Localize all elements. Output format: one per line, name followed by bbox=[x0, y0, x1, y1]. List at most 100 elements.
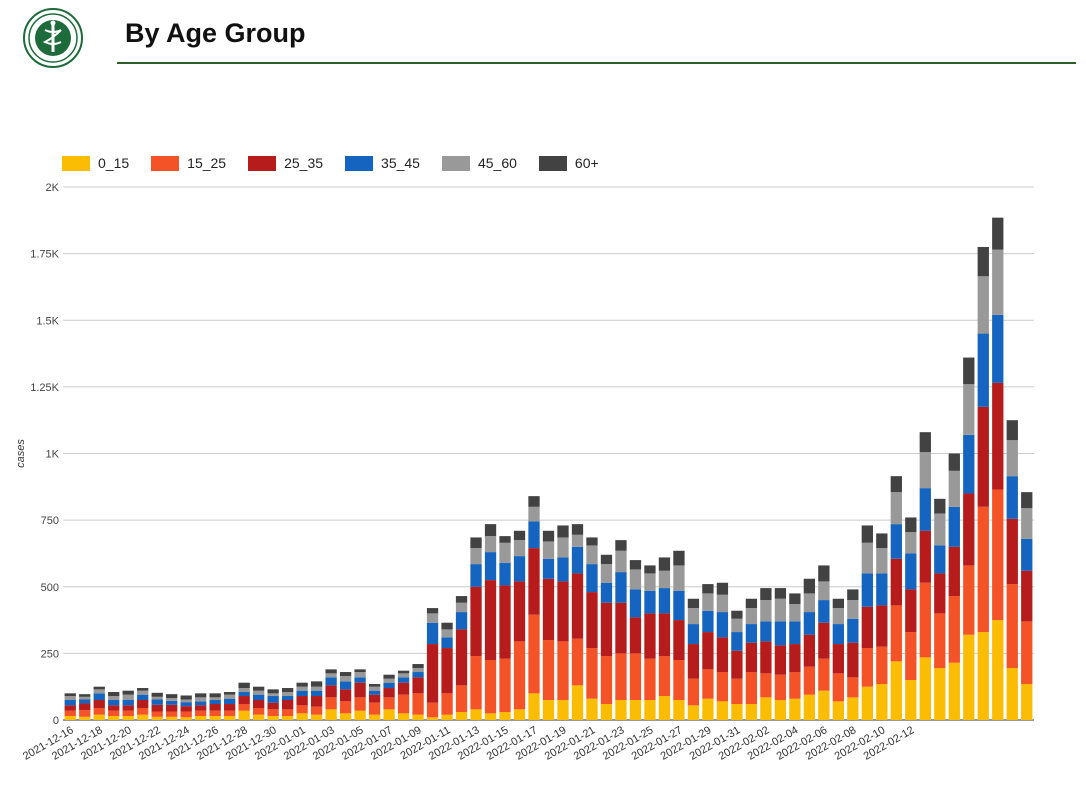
bar-segment bbox=[108, 710, 120, 717]
bar-segment bbox=[528, 614, 540, 694]
bar-segment bbox=[818, 690, 830, 720]
bar-segment bbox=[963, 434, 975, 494]
bar-segment bbox=[499, 712, 511, 720]
bar-segment bbox=[832, 673, 845, 702]
bar-segment bbox=[629, 560, 642, 570]
bar-segment bbox=[368, 702, 381, 715]
bar-segment bbox=[992, 382, 1004, 490]
bar-segment bbox=[963, 565, 975, 635]
bar-segment bbox=[1006, 420, 1018, 441]
bar-segment bbox=[861, 686, 873, 720]
bar-segment bbox=[93, 689, 105, 694]
title-divider bbox=[117, 62, 1076, 64]
bar-segment bbox=[644, 565, 656, 574]
bar-segment bbox=[108, 696, 120, 701]
y-tick-label: 2K bbox=[46, 182, 60, 194]
bar-segment bbox=[397, 694, 410, 714]
bar-segment bbox=[224, 692, 236, 695]
bar-segment bbox=[499, 562, 511, 586]
bar-segment bbox=[963, 357, 975, 385]
bar-segment bbox=[209, 710, 221, 717]
bar-segment bbox=[760, 588, 772, 601]
bar-segment bbox=[861, 525, 873, 543]
bar-segment bbox=[644, 573, 656, 591]
bar-segment bbox=[658, 557, 671, 571]
bar-segment bbox=[224, 710, 236, 717]
bar-segment bbox=[64, 696, 76, 701]
bar-segment bbox=[571, 638, 584, 686]
bar-segment bbox=[760, 600, 772, 622]
legend-item: 45_60 bbox=[441, 155, 517, 171]
bar-segment bbox=[528, 496, 540, 507]
bar-segment bbox=[79, 696, 91, 700]
bar-segment bbox=[687, 678, 700, 706]
bar-segment bbox=[847, 697, 859, 720]
bar-segment bbox=[151, 696, 163, 700]
bar-segment bbox=[731, 650, 743, 679]
bar-segment bbox=[760, 697, 772, 720]
bar-segment bbox=[137, 708, 149, 715]
bar-segment bbox=[470, 586, 482, 657]
bar-segment bbox=[455, 596, 468, 603]
bar-segment bbox=[803, 694, 816, 720]
bar-segment bbox=[876, 684, 888, 720]
bar-segment bbox=[499, 585, 511, 659]
bar-segment bbox=[484, 536, 497, 553]
bar-segment bbox=[702, 610, 714, 633]
bar-segment bbox=[992, 620, 1004, 720]
bar-segment bbox=[470, 656, 482, 710]
bar-segment bbox=[122, 694, 134, 701]
bar-segment bbox=[586, 545, 598, 565]
legend-label: 60+ bbox=[574, 155, 599, 171]
bar-segment bbox=[977, 246, 989, 277]
bar-segment bbox=[1021, 538, 1033, 571]
bar-segment bbox=[224, 704, 236, 711]
bar-segment bbox=[354, 710, 366, 720]
bar-segment bbox=[296, 682, 308, 687]
bar-segment bbox=[644, 590, 656, 614]
bar-segment bbox=[296, 713, 308, 720]
bar-segment bbox=[339, 676, 352, 682]
bar-segment bbox=[166, 700, 178, 705]
bar-segment bbox=[542, 541, 555, 559]
bar-segment bbox=[905, 680, 917, 720]
bar-segment bbox=[209, 704, 221, 711]
bar-segment bbox=[441, 629, 453, 638]
bar-segment bbox=[948, 546, 960, 597]
bar-segment bbox=[948, 506, 960, 547]
bar-segment bbox=[629, 589, 642, 618]
bar-segment bbox=[267, 716, 279, 720]
bar-segment bbox=[905, 589, 917, 633]
bar-segment bbox=[557, 525, 569, 538]
bar-segment bbox=[281, 688, 294, 693]
bar-segment bbox=[731, 678, 743, 705]
bar-segment bbox=[571, 534, 584, 547]
y-tick-label: 1K bbox=[46, 449, 60, 461]
bar-segment bbox=[992, 249, 1004, 315]
bar-segment bbox=[774, 645, 787, 675]
bar-segment bbox=[339, 672, 352, 677]
bar-segment bbox=[702, 698, 714, 720]
y-tick-label: 0 bbox=[53, 715, 59, 727]
legend-item: 35_45 bbox=[345, 155, 420, 171]
bar-segment bbox=[716, 672, 729, 702]
bar-segment bbox=[600, 704, 613, 720]
bar-segment bbox=[281, 709, 294, 717]
bar-segment bbox=[79, 694, 91, 697]
bar-segment bbox=[412, 677, 424, 694]
bar-segment bbox=[238, 710, 250, 720]
bar-segment bbox=[890, 476, 902, 493]
bar-segment bbox=[629, 569, 642, 590]
bar-segment bbox=[513, 540, 526, 557]
bar-segment bbox=[339, 681, 352, 690]
bar-segment bbox=[122, 710, 134, 717]
legend-item: 0_15 bbox=[62, 155, 129, 171]
bar-segment bbox=[195, 716, 207, 720]
bar-segment bbox=[847, 677, 859, 698]
bar-segment bbox=[745, 598, 758, 609]
legend-swatch bbox=[345, 155, 374, 171]
bar-segment bbox=[774, 621, 787, 646]
bar-segment bbox=[774, 700, 787, 720]
bar-segment bbox=[238, 688, 250, 693]
bar-segment bbox=[93, 693, 105, 701]
